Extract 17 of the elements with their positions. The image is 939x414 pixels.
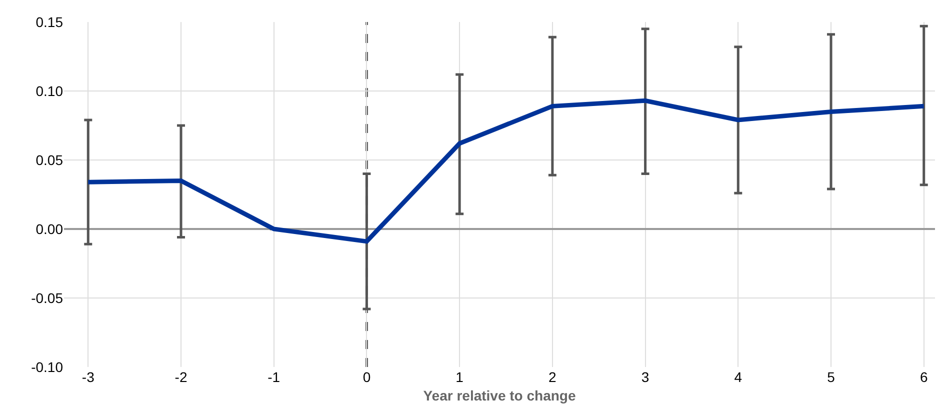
x-tick-label: 0 (362, 369, 371, 385)
x-tick-label: 4 (734, 369, 742, 385)
y-tick-label: -0.05 (31, 290, 64, 306)
x-tick-label: -3 (82, 369, 95, 385)
x-tick-label: -1 (268, 369, 280, 385)
y-tick-label: 0.00 (36, 220, 64, 237)
x-tick-label: 1 (456, 369, 464, 385)
y-tick-label: 0.10 (36, 82, 64, 99)
x-tick-label: 5 (827, 369, 836, 385)
y-tick-label: 0.05 (36, 152, 64, 168)
x-axis-title: Year relative to change (423, 387, 576, 404)
x-tick-label: 2 (548, 369, 557, 385)
x-tick-label: -2 (174, 369, 188, 385)
x-tick-label: 6 (920, 369, 928, 385)
y-tick-label: -0.10 (31, 358, 64, 375)
x-tick-label: 3 (641, 369, 650, 385)
y-tick-label: 0.15 (36, 14, 64, 30)
